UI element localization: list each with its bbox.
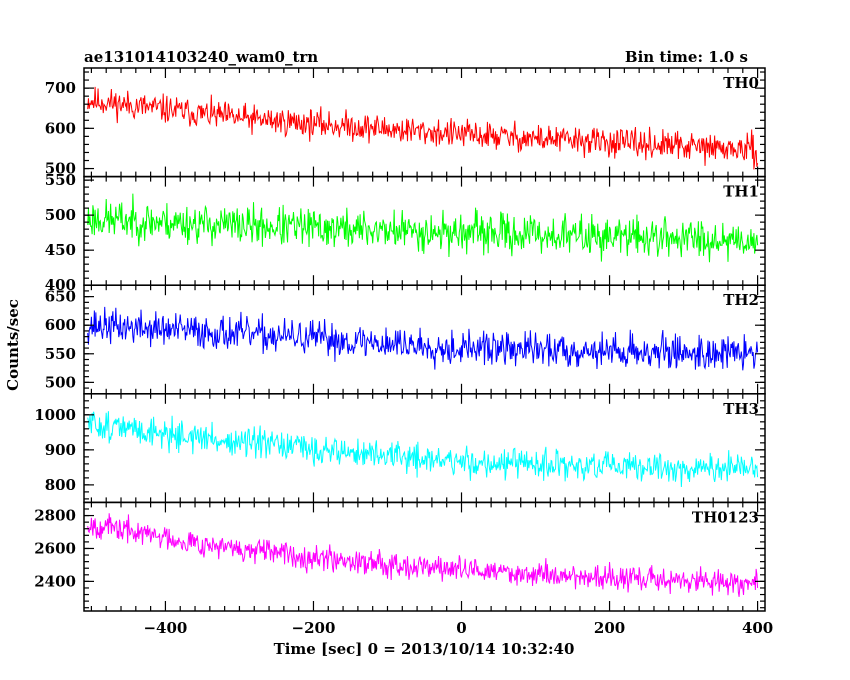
panel-label-th0: TH0 [723,74,759,92]
panel-frame [83,501,766,612]
series-line-th2 [87,306,759,371]
panel-frame [83,393,766,504]
panel-frame [83,67,766,178]
series-line-th0 [87,86,759,170]
x-tick-label: 400 [742,619,773,637]
y-axis-label: Counts/sec [4,299,22,391]
panel-th2: 500 550 600 650 TH2 [45,284,766,395]
y-tick-label: 550 [45,345,76,363]
x-axis-label: Time [sec] 0 = 2013/10/14 10:32:40 [274,640,575,658]
y-tick-label: 600 [45,119,76,137]
y-tick-label: 400 [45,276,76,294]
series-line-th3 [87,411,759,488]
y-tick-label: 1000 [34,406,76,424]
x-tick-label: 0 [456,619,466,637]
y-tick-label: 800 [45,476,76,494]
panel-label-th0123: TH0123 [692,508,759,526]
series-line-th1 [87,193,759,263]
y-tick-label: 2800 [34,507,76,525]
y-tick-label: 650 [45,288,76,306]
y-tick-label: 2600 [34,539,76,557]
panel-th1: 400 450 500 550 TH1 [45,171,766,294]
panel-th0123: 2400 2600 2800 TH0123 [34,501,766,612]
panel-label-th1: TH1 [723,183,759,201]
y-tick-label: 500 [45,206,76,224]
y-tick-label: 450 [45,241,76,259]
y-tick-label: 550 [45,171,76,189]
bin-time-label: Bin time: 1.0 s [625,48,748,66]
panel-label-th3: TH3 [723,400,759,418]
x-tick-label: 200 [594,619,625,637]
series-line-th0123 [87,513,759,597]
y-tick-label: 2400 [34,572,76,590]
y-tick-label: 700 [45,79,76,97]
panel-label-th2: TH2 [723,291,759,309]
chart-title: ae131014103240_wam0_trn [84,48,318,66]
y-tick-label: 500 [45,160,76,178]
x-tick-label: −400 [143,619,187,637]
y-tick-label: 600 [45,316,76,334]
y-tick-label: 500 [45,373,76,391]
x-tick-label: −200 [292,619,336,637]
y-tick-label: 900 [45,441,76,459]
panel-th3: 800 900 1000 TH3 [34,393,766,504]
panel-th0: 500 600 700 TH0 [45,67,766,178]
